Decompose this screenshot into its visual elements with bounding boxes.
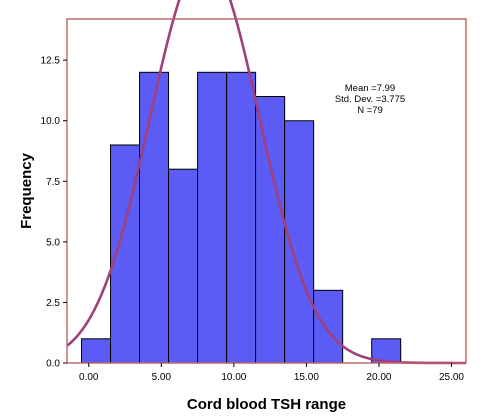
x-axis-title: Cord blood TSH range bbox=[187, 396, 346, 413]
histogram-bar-8 bbox=[313, 289, 344, 364]
y-axis-title: Frequency bbox=[18, 152, 35, 229]
x-tick-label: 0.00 bbox=[79, 372, 99, 383]
histogram-bar-5 bbox=[226, 71, 257, 364]
y-tick-label: 2.5 bbox=[46, 298, 60, 309]
y-tick-label: 0.0 bbox=[46, 359, 60, 370]
stats-line-0: Mean =7.99 bbox=[345, 83, 395, 94]
x-tick-label: 15.00 bbox=[294, 372, 319, 383]
x-tick-label: 20.00 bbox=[366, 372, 391, 383]
y-tick-label: 12.5 bbox=[41, 56, 61, 67]
y-tick-label: 10.0 bbox=[41, 116, 61, 127]
histogram-bar-0 bbox=[81, 338, 112, 364]
histogram-bars bbox=[81, 71, 402, 364]
histogram-bar-6 bbox=[255, 96, 286, 364]
histogram-bar-3 bbox=[168, 168, 199, 364]
x-tick-label: 25.00 bbox=[439, 372, 464, 383]
stats-line-1: Std. Dev. =3.775 bbox=[335, 94, 405, 105]
x-axis: 0.00 5.00 10.00 15.00 20.00 25.00 bbox=[79, 363, 464, 383]
histogram-bar-2 bbox=[139, 71, 170, 364]
y-axis: 0.0 2.5 5.0 7.5 10.0 12.5 bbox=[41, 56, 67, 370]
x-tick-label: 5.00 bbox=[152, 372, 172, 383]
plot-frame bbox=[66, 18, 467, 364]
x-tick-label: 10.00 bbox=[221, 372, 246, 383]
histogram-bar-4 bbox=[197, 71, 228, 364]
y-tick-label: 5.0 bbox=[46, 237, 60, 248]
y-tick-label: 7.5 bbox=[46, 177, 60, 188]
normal-curve bbox=[66, 0, 467, 365]
stats-line-2: N =79 bbox=[357, 105, 383, 116]
